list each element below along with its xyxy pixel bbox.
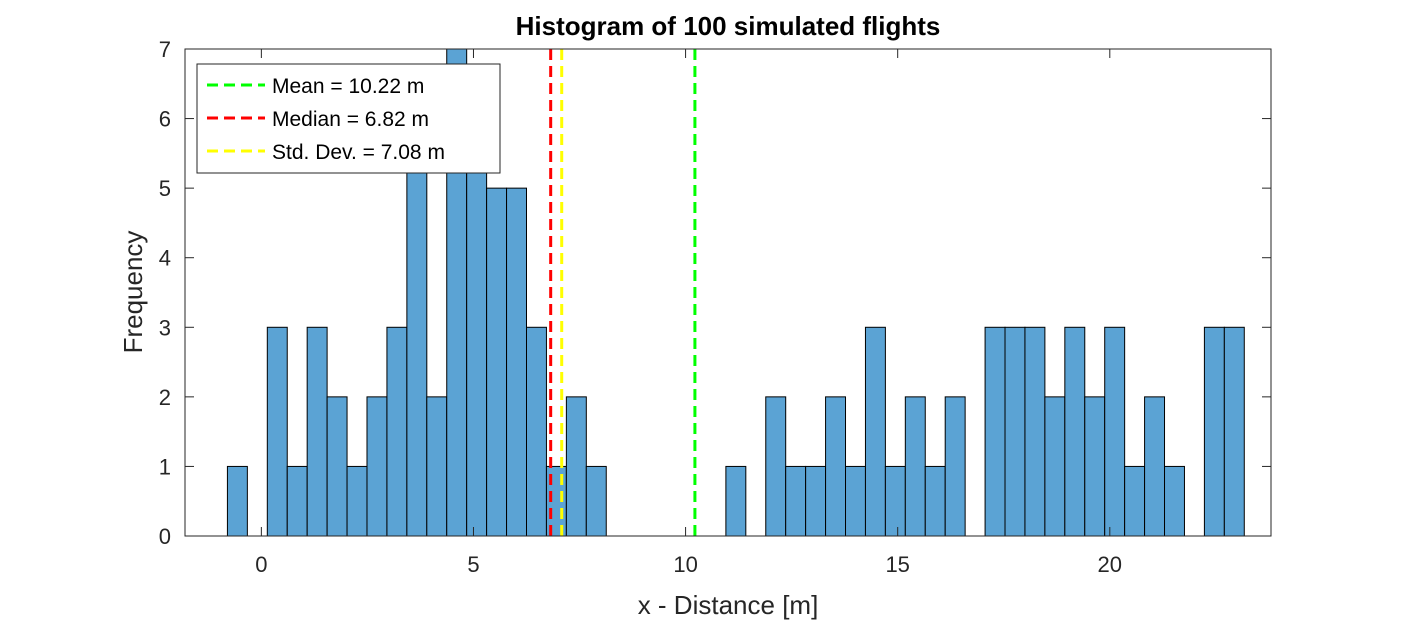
histogram-bar xyxy=(1223,326,1245,537)
x-tick-label: 5 xyxy=(467,552,479,577)
x-tick-label: 10 xyxy=(673,552,697,577)
x-tick-label: 15 xyxy=(885,552,909,577)
histogram-bar xyxy=(366,396,388,537)
histogram-bar xyxy=(944,396,966,537)
reference-lines-group xyxy=(549,49,697,536)
histogram-bar xyxy=(266,326,288,537)
y-tick-label: 5 xyxy=(159,176,171,201)
histogram-bar xyxy=(306,326,328,537)
histogram-bar xyxy=(864,326,886,537)
y-tick-label: 1 xyxy=(159,454,171,479)
histogram-bar xyxy=(426,396,448,537)
histogram-bar xyxy=(466,118,488,537)
chart-title: Histogram of 100 simulated flights xyxy=(516,11,941,41)
axes-box xyxy=(184,48,1272,537)
legend: Mean = 10.22 m Median = 6.82 m Std. Dev. =… xyxy=(196,63,501,174)
histogram-bar xyxy=(924,465,946,537)
histogram-bar xyxy=(565,396,587,537)
histogram-bar xyxy=(825,396,847,537)
histogram-bar xyxy=(406,118,428,537)
histogram-bar xyxy=(486,187,508,537)
histogram-bar xyxy=(904,396,926,537)
histogram-bar xyxy=(805,465,827,537)
histogram-bar xyxy=(526,326,547,537)
histogram-bar xyxy=(1104,326,1126,537)
histogram-bar xyxy=(1144,396,1166,537)
legend-label: Std. Dev. = 7.08 m xyxy=(272,141,445,164)
histogram-bar xyxy=(1203,326,1225,537)
y-tick-label: 3 xyxy=(159,315,171,340)
histogram-bar xyxy=(1044,396,1066,537)
y-tick-label: 6 xyxy=(159,107,171,132)
histogram-bar xyxy=(1004,326,1026,537)
y-tick-label: 4 xyxy=(159,246,171,271)
histogram-bar xyxy=(845,465,866,537)
histogram-bar xyxy=(725,465,747,537)
histogram-bar xyxy=(386,326,408,537)
histogram-bar xyxy=(506,187,527,537)
y-tick-label: 7 xyxy=(159,37,171,62)
histogram-bar xyxy=(1024,326,1046,537)
histogram-bar xyxy=(1064,326,1086,537)
x-tick-label: 20 xyxy=(1098,552,1122,577)
bars-group xyxy=(226,48,1245,537)
histogram-bar xyxy=(765,396,787,537)
histogram-bar xyxy=(1164,465,1185,537)
histogram-bar xyxy=(785,465,807,537)
histogram-bar xyxy=(326,396,348,537)
histogram-bar xyxy=(286,465,308,537)
y-axis-title: Frequency xyxy=(118,231,148,354)
y-tick-label: 0 xyxy=(159,524,171,549)
histogram-bar xyxy=(884,465,906,537)
histogram-bar xyxy=(984,326,1006,537)
histogram-bar xyxy=(1084,396,1106,537)
x-axis-title: x - Distance [m] xyxy=(638,590,819,620)
histogram-bar xyxy=(226,465,248,537)
histogram-bar xyxy=(346,465,368,537)
legend-label: Median = 6.82 m xyxy=(272,108,429,131)
histogram-bar xyxy=(585,465,607,537)
x-tick-label: 0 xyxy=(255,552,267,577)
legend-label: Mean = 10.22 m xyxy=(272,75,424,98)
y-tick-label: 2 xyxy=(159,385,171,410)
axes-group: 0 5 10 15 20 0 1 2 3 4 5 6 7 xyxy=(159,37,1272,577)
histogram-bar xyxy=(1124,465,1146,537)
